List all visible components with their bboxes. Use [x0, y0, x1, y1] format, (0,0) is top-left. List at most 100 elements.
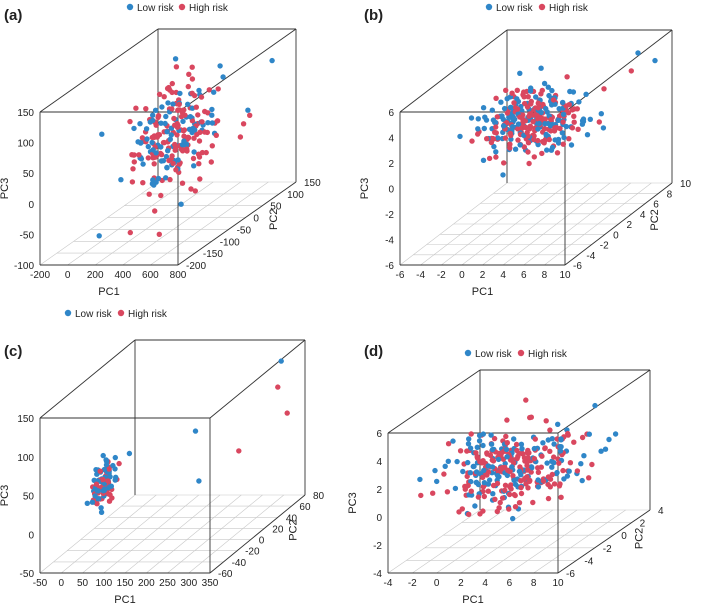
point-high-risk [169, 89, 175, 96]
point-high-risk [189, 118, 196, 124]
point-high-risk [540, 101, 546, 108]
point-high-risk [196, 138, 203, 144]
point-high-risk [517, 114, 523, 120]
point-high-risk [457, 448, 464, 454]
box-edge [177, 181, 297, 266]
point-low-risk [468, 478, 474, 485]
point-low-risk [480, 442, 486, 449]
point-high-risk [531, 136, 537, 143]
point-low-risk [144, 136, 150, 142]
point-high-risk [549, 471, 555, 478]
point-low-risk [568, 142, 575, 148]
x-tick-label: 6 [521, 270, 527, 281]
y-tick-label: 4 [658, 506, 664, 517]
z-tick-label: -50 [20, 569, 35, 580]
point-low-risk [586, 431, 592, 437]
floor-grid-c [39, 494, 306, 574]
y-tick-label: -2 [603, 544, 612, 555]
grid-line [61, 494, 157, 574]
y-axis-title-b: PC3 [359, 178, 371, 199]
point-low-risk [205, 120, 211, 126]
point-low-risk [512, 481, 519, 488]
point-high-risk [514, 447, 520, 454]
point-high-risk [504, 440, 510, 446]
grid-line [103, 494, 199, 574]
point-high-risk [492, 129, 498, 135]
point-low-risk [509, 464, 515, 470]
x-tick-label: 600 [142, 270, 159, 281]
point-high-risk [535, 469, 542, 475]
z-tick-label: 0 [28, 200, 34, 211]
point-low-risk [555, 117, 561, 124]
point-high-risk [191, 135, 197, 141]
legend-high-label-c: High risk [128, 309, 168, 320]
point-high-risk [490, 458, 497, 464]
legend-high-marker-c [117, 309, 125, 317]
x-tick-label: 100 [95, 578, 112, 589]
point-low-risk [245, 107, 251, 113]
point-high-risk [493, 124, 499, 130]
legend-high-label-a: High risk [189, 3, 229, 14]
point-low-risk [149, 139, 155, 146]
legend-high-label-d: High risk [528, 349, 568, 360]
point-high-risk [189, 76, 196, 82]
bounding-box-c [39, 339, 306, 574]
point-low-risk [511, 436, 517, 442]
point-low-risk [543, 105, 549, 112]
point-high-risk [515, 126, 521, 132]
x-tick-label: 0 [65, 270, 71, 281]
z-tick-label: -50 [20, 230, 35, 241]
point-high-risk [589, 461, 595, 468]
z-tick-labels-a: -100 -50 0 50 100 150 [14, 108, 34, 272]
legend-high-marker-b [538, 3, 546, 11]
panel-b: (b) Low risk High risk -6 -4 -2 0 2 4 6 8 10 -6-… [359, 3, 692, 298]
point-high-risk [530, 118, 536, 125]
point-high-risk [525, 140, 532, 146]
point-low-risk [467, 445, 474, 451]
point-low-risk [472, 503, 478, 509]
point-low-risk [528, 85, 534, 91]
point-low-risk [278, 358, 284, 364]
point-low-risk [612, 431, 619, 437]
legend-low-marker-a [126, 3, 134, 11]
point-high-risk [502, 487, 508, 493]
point-high-risk [525, 467, 531, 473]
point-low-risk [467, 470, 473, 476]
point-high-risk [507, 130, 514, 137]
point-high-risk [169, 80, 175, 87]
point-high-risk [546, 136, 552, 143]
y-tick-label: 150 [304, 178, 321, 189]
point-high-risk [430, 490, 436, 496]
point-high-risk [501, 160, 507, 166]
y-axis-title-c: PC3 [0, 485, 11, 506]
point-low-risk [489, 107, 495, 113]
point-high-risk [565, 430, 571, 437]
x-tick-label: 0 [434, 578, 440, 589]
point-high-risk [503, 87, 509, 94]
point-low-risk [518, 441, 525, 447]
point-high-risk [558, 494, 564, 500]
point-low-risk [178, 201, 184, 207]
point-high-risk [206, 87, 212, 93]
y-tick-label: -4 [584, 556, 593, 567]
point-high-risk [504, 417, 510, 423]
point-high-risk [441, 471, 447, 477]
point-low-risk [196, 478, 202, 484]
point-high-risk [193, 104, 199, 110]
point-high-risk [571, 119, 577, 125]
point-low-risk [490, 491, 496, 497]
point-low-risk [159, 104, 165, 110]
grid-line [122, 181, 241, 266]
point-low-risk [454, 458, 460, 465]
point-low-risk [126, 450, 133, 457]
point-high-risk [468, 431, 474, 437]
point-low-risk [592, 402, 598, 409]
grid-line [150, 181, 269, 266]
y-tick-label: 50 [270, 202, 282, 213]
point-high-risk [518, 490, 525, 497]
point-low-risk [112, 454, 119, 461]
y-tick-label: -6 [566, 569, 575, 580]
point-low-risk [209, 106, 215, 113]
point-high-risk [521, 94, 527, 100]
